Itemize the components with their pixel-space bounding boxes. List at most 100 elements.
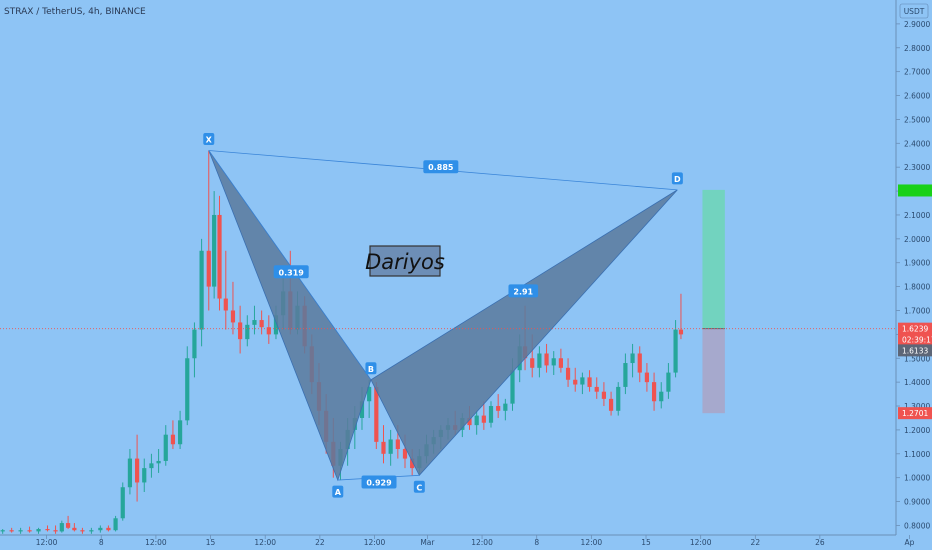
candle-body [616, 386, 621, 411]
axis-price-badge [898, 407, 932, 420]
pattern-ratio-label: 0.319 [279, 268, 305, 277]
axis-price-badge [898, 344, 932, 357]
candle-body [98, 527, 103, 531]
candle-body [120, 487, 125, 519]
axis-price-badge [898, 322, 932, 335]
x-tick-label: 12:00 [581, 538, 603, 547]
pattern-point-badge [332, 485, 344, 498]
currency-label: USDT [904, 7, 925, 16]
candle-body [544, 353, 549, 366]
pattern-ratio-label: 0.929 [366, 478, 392, 487]
pattern-point-badge [203, 132, 215, 145]
pattern-point-badge [671, 172, 683, 185]
y-tick-label: 2.9000 [904, 20, 930, 29]
candle-body [80, 530, 85, 532]
y-tick-label: 2.1000 [904, 211, 930, 220]
y-tick-label: 2.6000 [904, 92, 930, 101]
candle-body [637, 353, 642, 373]
candle-body [623, 363, 628, 387]
candle-body [481, 415, 486, 423]
pattern-ratio-badge [273, 265, 309, 279]
candle-body [496, 406, 501, 411]
candle-body [381, 441, 386, 454]
pattern-point-label: A [335, 488, 342, 497]
candle-body [89, 530, 94, 532]
candle-body [27, 530, 32, 532]
y-tick-label: 1.2000 [904, 426, 930, 435]
y-tick-label: 1.1000 [904, 450, 930, 459]
x-tick-label: 8 [534, 538, 539, 547]
x-tick-label: 22 [315, 538, 325, 547]
candle-body [149, 463, 154, 469]
candle-body [245, 324, 250, 340]
candle-body [170, 434, 176, 445]
candle-body [573, 379, 578, 385]
long-position-tool[interactable] [702, 189, 725, 414]
watermark-box: Dariyos [365, 245, 445, 277]
watermark-text: Dariyos [365, 250, 445, 274]
candle-body [72, 527, 77, 531]
y-tick-label: 0.9000 [904, 498, 930, 507]
candle-body [192, 329, 197, 359]
candle-body [666, 372, 671, 392]
pattern-ratio-badge [508, 284, 539, 298]
candle-body [608, 398, 614, 411]
candle-body [0, 530, 5, 532]
y-tick-label: 2.5000 [904, 115, 930, 124]
x-tick-label: 12:00 [254, 538, 276, 547]
candle-body [580, 377, 585, 385]
harmonic-pattern[interactable]: X A B C D 0.319 0.929 2.91 0.885 [203, 132, 683, 498]
candle-body [59, 523, 64, 532]
pattern-point-label: X [206, 135, 213, 144]
pattern-ratio-badge [423, 160, 459, 174]
candle-body [558, 358, 563, 368]
x-tick-label: 12:00 [471, 538, 493, 547]
candle-body [474, 415, 479, 426]
x-tick-label: 12:00 [690, 538, 712, 547]
candle-body [134, 458, 140, 483]
candle-body [367, 386, 372, 402]
candle-body [587, 377, 592, 387]
candle-body [223, 298, 228, 311]
candle-body [259, 320, 264, 328]
pattern-point-label: B [368, 365, 374, 374]
y-tick-label: 0.8000 [904, 521, 930, 530]
candle-body [651, 382, 657, 402]
x-tick-label: 15 [206, 538, 216, 547]
candle-body [113, 518, 118, 531]
y-tick-label: 1.9000 [904, 259, 930, 268]
position-profit-zone [702, 189, 725, 329]
y-tick-label: 1.0000 [904, 474, 930, 483]
y-tick-label: 1.5000 [904, 354, 930, 363]
candle-body [142, 468, 147, 483]
candle-body [537, 353, 542, 368]
y-tick-label: 1.7000 [904, 306, 930, 315]
time-axis[interactable]: 12:00 8 12:00 15 12:00 22 12:00 Mar 12:00 8 12:00 1… [0, 534, 915, 547]
pattern-point-badge [365, 362, 377, 375]
currency-badge[interactable] [899, 3, 929, 19]
candle-body [630, 353, 635, 364]
x-tick-label: 12:00 [36, 538, 58, 547]
candle-body [156, 460, 161, 464]
candle-body [395, 439, 400, 450]
axis-price-label: 1.6239 [902, 325, 928, 334]
candle-body [217, 214, 222, 299]
candle-body [252, 320, 257, 325]
candle-body [266, 327, 271, 335]
price-axis[interactable]: 0.8000 0.9000 1.0000 1.1000 1.2000 1.3000 1.40… [895, 0, 932, 535]
y-tick-label: 1.3000 [904, 402, 930, 411]
x-tick-label: 22 [751, 538, 761, 547]
candle-body [45, 529, 50, 531]
candle-body [467, 417, 472, 426]
symbol-title: STRAX / TetherUS, 4h, BINANCE [4, 7, 146, 17]
candle-body [659, 391, 664, 402]
candle-body [106, 527, 111, 531]
candle-body [565, 367, 571, 380]
candle-body [678, 329, 684, 335]
x-tick-label: Ap [904, 538, 914, 547]
candle-body [503, 403, 508, 411]
candle-body [18, 530, 23, 532]
pattern-ratio-label: 0.885 [428, 163, 454, 172]
